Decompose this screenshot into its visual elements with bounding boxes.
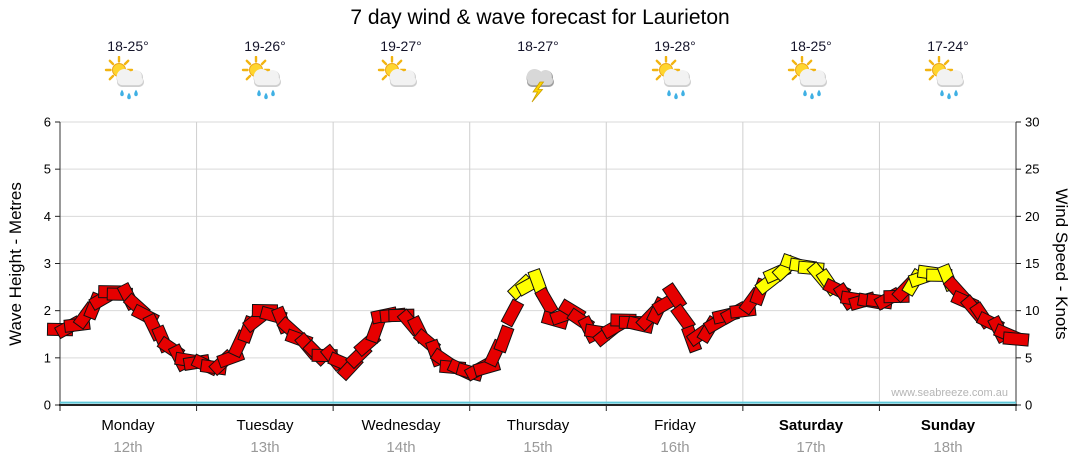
day-label-saturday: Saturday 17th — [779, 417, 843, 456]
svg-text:2: 2 — [44, 303, 51, 318]
temperature-range: 19-26° — [244, 38, 286, 54]
day-name: Tuesday — [236, 417, 294, 434]
day-name: Friday — [654, 417, 696, 434]
temperature-range: 19-27° — [380, 38, 422, 54]
day-date: 17th — [796, 439, 826, 456]
day-label-monday: Monday 12th — [101, 417, 154, 456]
day-name: Saturday — [778, 417, 844, 434]
watermark: www.seabreeze.com.au — [891, 387, 1008, 399]
temperature-range: 18-27° — [517, 38, 559, 54]
weather-icon — [239, 56, 291, 104]
svg-text:25: 25 — [1025, 162, 1039, 177]
day-name: Monday — [101, 417, 155, 434]
weather-icon — [512, 56, 564, 104]
svg-text:5: 5 — [44, 162, 51, 177]
day-header-thursday: 18-27° — [512, 38, 564, 104]
day-label-tuesday: Tuesday 13th — [237, 417, 294, 456]
svg-text:10: 10 — [1025, 303, 1039, 318]
page-title: 7 day wind & wave forecast for Laurieton — [350, 6, 730, 29]
day-header-friday: 19-28° — [649, 38, 701, 104]
svg-text:3: 3 — [44, 256, 51, 271]
day-header-tuesday: 19-26° — [239, 38, 291, 104]
svg-text:6: 6 — [44, 115, 51, 130]
day-header-saturday: 18-25° — [785, 38, 837, 104]
day-header-wednesday: 19-27° — [375, 38, 427, 104]
day-header-monday: 18-25° — [102, 38, 154, 104]
svg-text:30: 30 — [1025, 115, 1039, 130]
weather-icon — [649, 56, 701, 104]
day-date: 16th — [660, 439, 690, 456]
left-axis-title: Wave Height - Metres — [6, 182, 25, 346]
day-header-sunday: 17-24° — [922, 38, 974, 104]
weather-icon — [922, 56, 974, 104]
day-label-thursday: Thursday 15th — [507, 417, 570, 456]
day-date: 12th — [113, 439, 143, 456]
weather-icon — [102, 56, 154, 104]
temperature-range: 18-25° — [107, 38, 149, 54]
svg-text:4: 4 — [44, 209, 51, 224]
day-name: Sunday — [920, 417, 976, 434]
right-axis-title: Wind Speed - Knots — [1052, 188, 1071, 340]
temperature-range: 18-25° — [790, 38, 832, 54]
svg-text:0: 0 — [44, 398, 51, 413]
day-date: 18th — [933, 439, 963, 456]
temperature-range: 19-28° — [654, 38, 696, 54]
svg-text:5: 5 — [1025, 350, 1032, 365]
weather-icon — [375, 56, 427, 104]
svg-text:20: 20 — [1025, 209, 1039, 224]
day-name: Wednesday — [361, 417, 441, 434]
temperature-range: 17-24° — [927, 38, 969, 54]
day-date: 14th — [386, 439, 416, 456]
day-label-wednesday: Wednesday 14th — [362, 417, 441, 456]
weather-icon — [785, 56, 837, 104]
day-name: Thursday — [506, 417, 570, 434]
day-date: 15th — [523, 439, 553, 456]
svg-text:1: 1 — [44, 350, 51, 365]
day-label-sunday: Sunday 18th — [921, 417, 975, 456]
day-label-friday: Friday 16th — [654, 417, 696, 456]
day-date: 13th — [250, 439, 280, 456]
svg-text:15: 15 — [1025, 256, 1039, 271]
svg-text:0: 0 — [1025, 398, 1032, 413]
